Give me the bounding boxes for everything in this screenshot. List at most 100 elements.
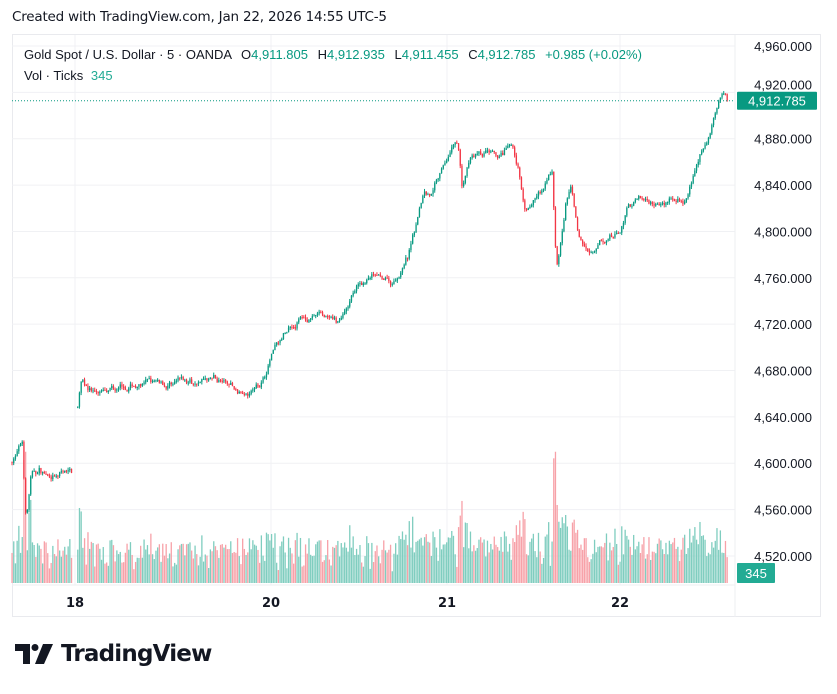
candle-body [556, 246, 558, 265]
candle-body [491, 150, 494, 152]
candle-body [50, 476, 52, 480]
close-label: C [468, 47, 478, 62]
volume-bar [527, 555, 529, 583]
volume-bar [619, 561, 621, 583]
volume-bar [673, 537, 676, 583]
volume-bar [99, 548, 101, 583]
candle-body [304, 317, 307, 321]
candle-body [301, 317, 303, 319]
candle-body [597, 245, 599, 249]
candle-body [206, 378, 208, 381]
candle-body [707, 137, 710, 144]
candle-body [35, 470, 37, 474]
volume-bar [661, 549, 664, 583]
candle-body [153, 380, 155, 382]
candle-body [656, 203, 659, 205]
volume-bar [384, 550, 387, 583]
candle-body [444, 162, 446, 166]
candle-body [211, 377, 213, 379]
candle-body [213, 375, 215, 378]
candle-body [106, 390, 108, 393]
candle-body [595, 248, 597, 252]
candle-body [78, 392, 81, 407]
candle-body [512, 144, 514, 148]
volume-bar [69, 539, 71, 583]
candle-body [48, 475, 51, 477]
volume-bar [633, 534, 635, 583]
price-tick-label: 4,640.000 [754, 410, 812, 425]
candle-body [233, 386, 235, 389]
volume-bar [706, 556, 708, 583]
volume-bar [270, 534, 273, 583]
volume-bar [366, 536, 368, 583]
volume-bar [170, 542, 172, 583]
candle-body [180, 377, 183, 379]
candle-body [38, 467, 40, 474]
candle-body [714, 113, 716, 119]
candle-body [393, 281, 395, 285]
candle-body [238, 391, 240, 394]
volume-bar [267, 534, 269, 583]
candle-body [687, 194, 689, 199]
candle-body [634, 199, 637, 203]
volume-bar [325, 555, 327, 583]
volume-bar [398, 535, 400, 583]
volume-value: 345 [90, 68, 113, 83]
candle-body [692, 176, 694, 184]
symbol-title[interactable]: Gold Spot / U.S. Dollar · 5 · OANDA [24, 47, 232, 62]
volume-bar [602, 547, 604, 583]
volume-bar [13, 541, 15, 583]
volume-bar [719, 530, 722, 583]
candle-body [561, 231, 563, 244]
candle-body [726, 94, 728, 101]
volume-bar [107, 565, 110, 583]
candle-body [42, 472, 44, 474]
volume-bar [117, 554, 120, 583]
volume-bar [595, 552, 597, 583]
candle-body [680, 200, 682, 202]
candle-body [189, 379, 191, 383]
candle-body [587, 248, 589, 252]
candle-body [519, 167, 521, 178]
candle-body [677, 198, 679, 202]
candle-body [269, 360, 271, 366]
volume-bar [405, 534, 407, 583]
candle-body [690, 183, 693, 187]
tradingview-logo[interactable]: TradingView [15, 641, 212, 667]
candle-body [486, 150, 489, 152]
volume-bar [599, 546, 601, 583]
candle-body [163, 384, 166, 387]
volume-bar [245, 554, 247, 583]
volume-bar [303, 565, 305, 583]
volume-bar [653, 551, 655, 583]
volume-bar [587, 557, 589, 583]
volume-bar [335, 545, 337, 583]
candle-body [415, 224, 417, 233]
candle-body [534, 198, 536, 201]
candle-body [11, 462, 13, 464]
candle-body [347, 306, 349, 309]
candle-body [83, 379, 86, 385]
volume-bar [665, 542, 667, 583]
volume-bar [507, 551, 509, 583]
candle-body [559, 243, 562, 256]
volume-bar [609, 542, 611, 583]
candle-body [242, 392, 244, 394]
candle-body [565, 204, 567, 220]
candle-body [60, 471, 62, 473]
candle-body [167, 385, 169, 389]
candle-body [257, 384, 259, 387]
volume-label[interactable]: Vol · Ticks [24, 68, 84, 83]
candle-body [694, 170, 696, 177]
volume-bar [631, 554, 633, 583]
volume-bar [187, 543, 189, 583]
candle-body [463, 182, 465, 187]
candle-body [592, 251, 594, 253]
volume-bar [638, 541, 640, 583]
volume-bar [563, 523, 565, 583]
volume-bar [28, 513, 30, 583]
candle-body [226, 381, 229, 384]
volume-bar [352, 536, 354, 583]
volume-bar [643, 537, 645, 583]
